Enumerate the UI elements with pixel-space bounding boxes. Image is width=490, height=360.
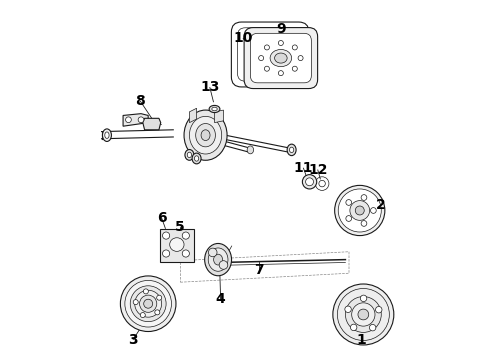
Text: 2: 2	[376, 198, 386, 212]
Polygon shape	[143, 118, 161, 130]
Ellipse shape	[287, 144, 296, 156]
Circle shape	[345, 306, 351, 312]
Text: 11: 11	[294, 161, 313, 175]
Ellipse shape	[102, 129, 111, 141]
Ellipse shape	[274, 53, 287, 63]
Circle shape	[350, 324, 357, 330]
Ellipse shape	[190, 116, 221, 154]
Text: 13: 13	[200, 81, 220, 94]
Circle shape	[163, 232, 170, 239]
Text: 4: 4	[216, 292, 225, 306]
Circle shape	[155, 310, 160, 315]
Ellipse shape	[214, 254, 222, 265]
Ellipse shape	[121, 276, 176, 332]
Ellipse shape	[105, 132, 109, 138]
Ellipse shape	[196, 123, 216, 147]
Circle shape	[140, 312, 146, 318]
Circle shape	[157, 295, 162, 300]
Text: 9: 9	[276, 22, 286, 36]
Circle shape	[265, 66, 270, 71]
Ellipse shape	[144, 299, 153, 308]
Polygon shape	[190, 108, 196, 123]
Ellipse shape	[338, 189, 381, 232]
Ellipse shape	[350, 201, 369, 220]
Ellipse shape	[335, 185, 385, 235]
Ellipse shape	[302, 175, 317, 189]
Circle shape	[298, 55, 303, 60]
Circle shape	[219, 261, 228, 269]
Ellipse shape	[125, 280, 172, 327]
Circle shape	[208, 248, 217, 257]
Text: 8: 8	[135, 94, 145, 108]
Text: 6: 6	[157, 211, 167, 225]
Circle shape	[361, 195, 367, 201]
Ellipse shape	[192, 153, 201, 164]
Bar	[160, 229, 194, 262]
Polygon shape	[215, 110, 223, 123]
Ellipse shape	[187, 152, 192, 158]
Text: 5: 5	[175, 220, 185, 234]
Circle shape	[125, 117, 131, 123]
Text: 1: 1	[357, 333, 367, 347]
Ellipse shape	[355, 206, 364, 215]
Text: 7: 7	[254, 264, 264, 277]
Ellipse shape	[170, 238, 184, 251]
Circle shape	[375, 306, 382, 313]
Ellipse shape	[345, 297, 381, 332]
Ellipse shape	[195, 156, 199, 161]
Ellipse shape	[306, 178, 314, 186]
Circle shape	[293, 66, 297, 71]
Circle shape	[182, 232, 190, 239]
Ellipse shape	[184, 110, 227, 160]
FancyBboxPatch shape	[244, 28, 318, 89]
Circle shape	[293, 45, 297, 50]
Ellipse shape	[319, 180, 325, 187]
Ellipse shape	[185, 149, 194, 160]
Circle shape	[138, 117, 144, 123]
Text: 12: 12	[308, 163, 327, 177]
Circle shape	[278, 41, 283, 45]
Circle shape	[278, 71, 283, 76]
Ellipse shape	[201, 130, 210, 140]
Circle shape	[182, 250, 190, 257]
Ellipse shape	[140, 295, 157, 312]
Ellipse shape	[208, 248, 228, 271]
Circle shape	[369, 324, 376, 331]
Text: 3: 3	[128, 333, 138, 347]
Polygon shape	[123, 114, 148, 126]
Circle shape	[265, 45, 270, 50]
Text: 10: 10	[234, 31, 253, 45]
Ellipse shape	[135, 290, 162, 317]
Ellipse shape	[247, 146, 254, 154]
Ellipse shape	[205, 243, 232, 276]
Ellipse shape	[352, 303, 375, 326]
Circle shape	[360, 295, 367, 302]
Circle shape	[346, 216, 352, 221]
Ellipse shape	[270, 49, 292, 67]
FancyBboxPatch shape	[250, 33, 311, 83]
Ellipse shape	[130, 286, 166, 321]
Circle shape	[163, 250, 170, 257]
Circle shape	[259, 55, 264, 60]
Circle shape	[346, 199, 352, 205]
Circle shape	[361, 221, 367, 226]
Circle shape	[370, 208, 376, 213]
Ellipse shape	[209, 105, 220, 113]
Ellipse shape	[212, 107, 217, 111]
Circle shape	[133, 300, 138, 305]
Ellipse shape	[333, 284, 394, 345]
Circle shape	[144, 289, 148, 294]
Ellipse shape	[290, 147, 294, 153]
Ellipse shape	[358, 309, 368, 320]
